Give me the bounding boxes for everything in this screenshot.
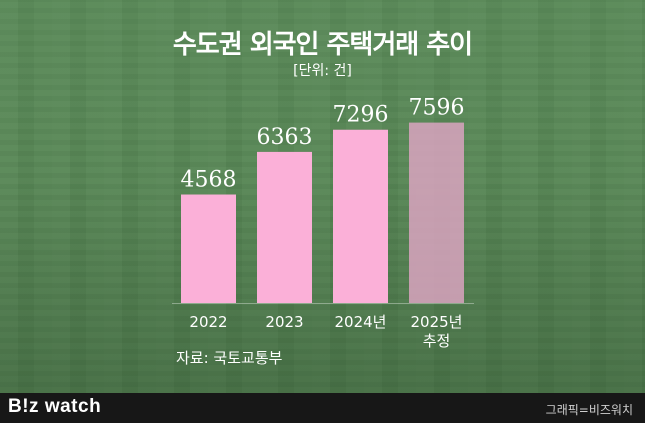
category-label-3: 2025년 [411, 313, 463, 331]
source-note: 자료: 국토교통부 [176, 349, 283, 367]
background-photo [0, 0, 645, 393]
bizwatch-logo[interactable]: B!z watch [8, 396, 101, 418]
category-label-3-line1: 추정 [423, 332, 451, 350]
category-label-2: 2024년 [335, 313, 387, 331]
logo-suffix: watch [39, 396, 102, 417]
category-label-0: 2022 [189, 313, 227, 331]
chart-title: 수도권 외국인 주택거래 추이 [172, 30, 473, 60]
bar-3 [409, 122, 464, 303]
value-label-2: 7296 [333, 103, 389, 128]
footer-bar: B!z watch 그래픽=비즈워치 [0, 393, 645, 423]
category-label-1: 2023 [265, 313, 303, 331]
value-label-0: 4568 [181, 168, 237, 193]
graphic-credit: 그래픽=비즈워치 [545, 403, 633, 417]
value-label-3: 7596 [409, 96, 465, 121]
unit-label: [단위: 건] [293, 63, 352, 79]
bar-1 [257, 151, 312, 303]
bar-0 [181, 194, 236, 303]
value-label-1: 6363 [257, 125, 313, 150]
logo-prefix: B!z [8, 396, 40, 417]
bar-2 [333, 129, 388, 303]
